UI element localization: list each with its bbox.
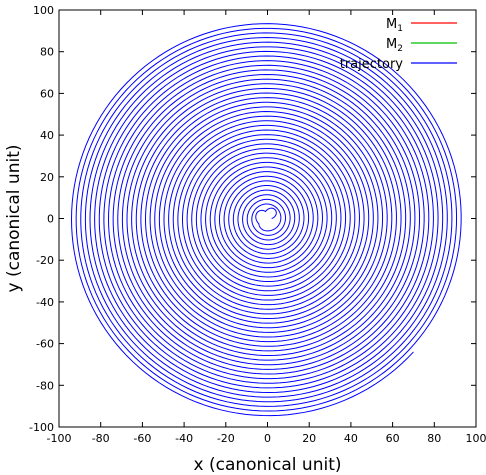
x-tick-label: -20 [217,432,235,445]
trajectory-line [71,23,462,417]
y-tick-label: 100 [33,4,54,17]
x-tick-label: -100 [47,432,72,445]
x-tick-label: 0 [264,432,271,445]
x-tick-label: 40 [344,432,358,445]
y-tick-label: 80 [40,46,54,59]
x-tick-label: -80 [92,432,110,445]
x-tick-label: 60 [386,432,400,445]
y-tick-label: -80 [36,379,54,392]
y-axis-title: y (canonical unit) [4,145,24,293]
trajectory-layer [71,23,462,417]
x-tick-label: 100 [466,432,486,445]
y-tick-label: 0 [47,213,54,226]
y-tick-label: 40 [40,129,54,142]
legend-label: M1 [386,17,403,34]
x-tick-label: 80 [427,432,441,445]
y-tick-label: 20 [40,171,54,184]
x-tick-label: -60 [133,432,151,445]
x-tick-label: -40 [175,432,193,445]
x-axis-title: x (canonical unit) [194,455,342,475]
y-tick-label: -40 [36,296,54,309]
y-tick-label: -20 [36,254,54,267]
y-tick-label: -100 [29,421,54,434]
legend-label: M2 [386,37,403,54]
ticks-layer: -100 -80 -60 -40 -20 0 20 40 60 80 100 -100 -80 -60 -4… [29,4,486,445]
x-tick-label: 20 [302,432,316,445]
y-tick-label: 60 [40,87,54,100]
legend-label: trajectory [340,57,404,72]
y-tick-label: -60 [36,338,54,351]
legend: M1 M2 trajectory [340,17,457,72]
